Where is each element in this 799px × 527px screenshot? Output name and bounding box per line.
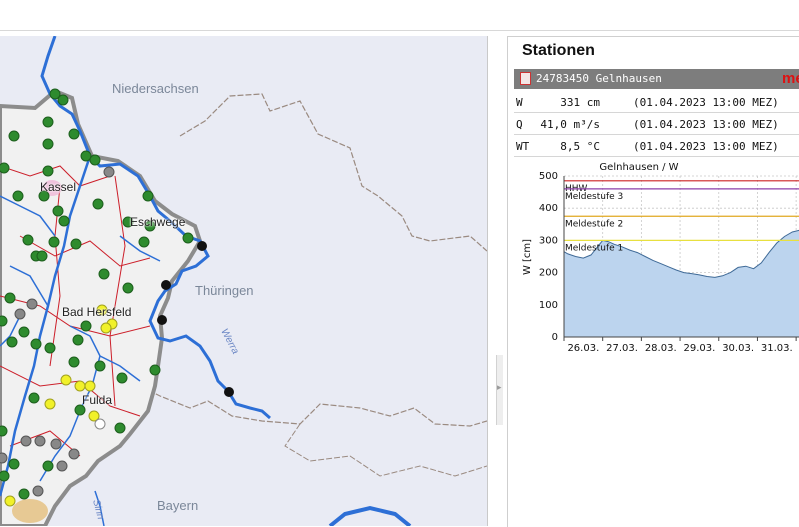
map-canvas[interactable]: [0, 36, 487, 526]
measurement-row: Q 41,0 m³/s (01.04.2023 13:00 MEZ): [514, 113, 799, 135]
city-label-fulda: Fulda: [82, 393, 113, 407]
city-label-bad-hersfeld: Bad Hersfeld: [62, 305, 132, 319]
measurement-row: W 331 cm (01.04.2023 13:00 MEZ): [514, 91, 799, 113]
measurement-value: 41,0 m³/s: [540, 118, 600, 131]
measurement-row: WT 8,5 °C (01.04.2023 13:00 MEZ): [514, 135, 799, 157]
x-tick-label: 31.03.: [761, 343, 793, 354]
measurement-time: (01.04.2023 13:00 MEZ): [633, 96, 779, 109]
y-tick-label: 400: [539, 203, 558, 214]
chart-title: Gelnhausen / W: [599, 162, 678, 173]
panel-splitter[interactable]: ▸: [496, 355, 503, 425]
x-tick-label: 27.03.: [606, 343, 638, 354]
gauge-stations[interactable]: [0, 88, 234, 507]
threshold-label: Meldestufe 1: [565, 243, 623, 253]
station-header[interactable]: 24783450 Gelnhausen me: [514, 69, 799, 89]
measurement-key: Q: [516, 118, 523, 131]
measurement-value: 8,5 °C: [560, 140, 600, 153]
state-border-south: [119, 375, 487, 427]
x-axis-ticks: 26.03.27.03.28.03.29.03.30.03.31.03.01.0…: [563, 337, 797, 354]
x-tick-label: 26.03.: [567, 343, 599, 354]
station-label: 24783450 Gelnhausen: [536, 72, 662, 85]
station-icon: [520, 72, 531, 85]
river-werra: [40, 36, 271, 420]
measurement-key: WT: [516, 140, 530, 153]
region-label-thueringen: Thüringen: [195, 283, 254, 298]
y-axis-ticks: 0 100 200 300 400 500: [539, 171, 558, 343]
state-border-north: [179, 93, 487, 252]
state-border-bayern: [284, 423, 487, 477]
y-tick-label: 500: [539, 171, 558, 182]
city-label-eschwege: Eschwege: [130, 215, 186, 229]
measurement-time: (01.04.2023 13:00 MEZ): [633, 140, 779, 153]
y-tick-label: 0: [552, 332, 558, 343]
top-bar: [0, 0, 799, 31]
water-level-line: [563, 229, 799, 278]
stations-panel: Stationen 24783450 Gelnhausen me W 331 c…: [507, 36, 799, 527]
chart-ylabel: W [cm]: [522, 239, 533, 275]
measurement-time: (01.04.2023 13:00 MEZ): [633, 118, 779, 131]
river-sinn: [94, 490, 105, 526]
region-label-bayern: Bayern: [157, 498, 199, 513]
measurement-key: W: [516, 96, 523, 109]
x-tick-label: 30.03.: [722, 343, 754, 354]
chevron-right-icon[interactable]: ▸: [497, 383, 502, 393]
y-tick-label: 200: [539, 268, 558, 279]
y-tick-label: 100: [539, 300, 558, 311]
water-level-area: [564, 230, 799, 337]
threshold-label: Meldestufe 3: [565, 192, 623, 202]
x-tick-label: 28.03.: [645, 343, 677, 354]
x-tick-label: 29.03.: [684, 343, 716, 354]
river-fulda: [0, 155, 92, 497]
map-view[interactable]: Niedersachsen Thüringen Bayern Kassel Es…: [0, 36, 488, 526]
brand-logo: me: [782, 70, 799, 87]
river-main: [328, 505, 412, 526]
panel-title: Stationen: [522, 42, 595, 59]
threshold-label: Meldestufe 2: [565, 219, 623, 229]
river-tributaries: [0, 195, 161, 482]
town-area: [12, 499, 48, 523]
city-label-kassel: Kassel: [40, 180, 77, 194]
y-tick-label: 300: [539, 235, 558, 246]
measurement-value: 331 cm: [560, 96, 600, 109]
region-label-niedersachsen: Niedersachsen: [112, 81, 199, 96]
